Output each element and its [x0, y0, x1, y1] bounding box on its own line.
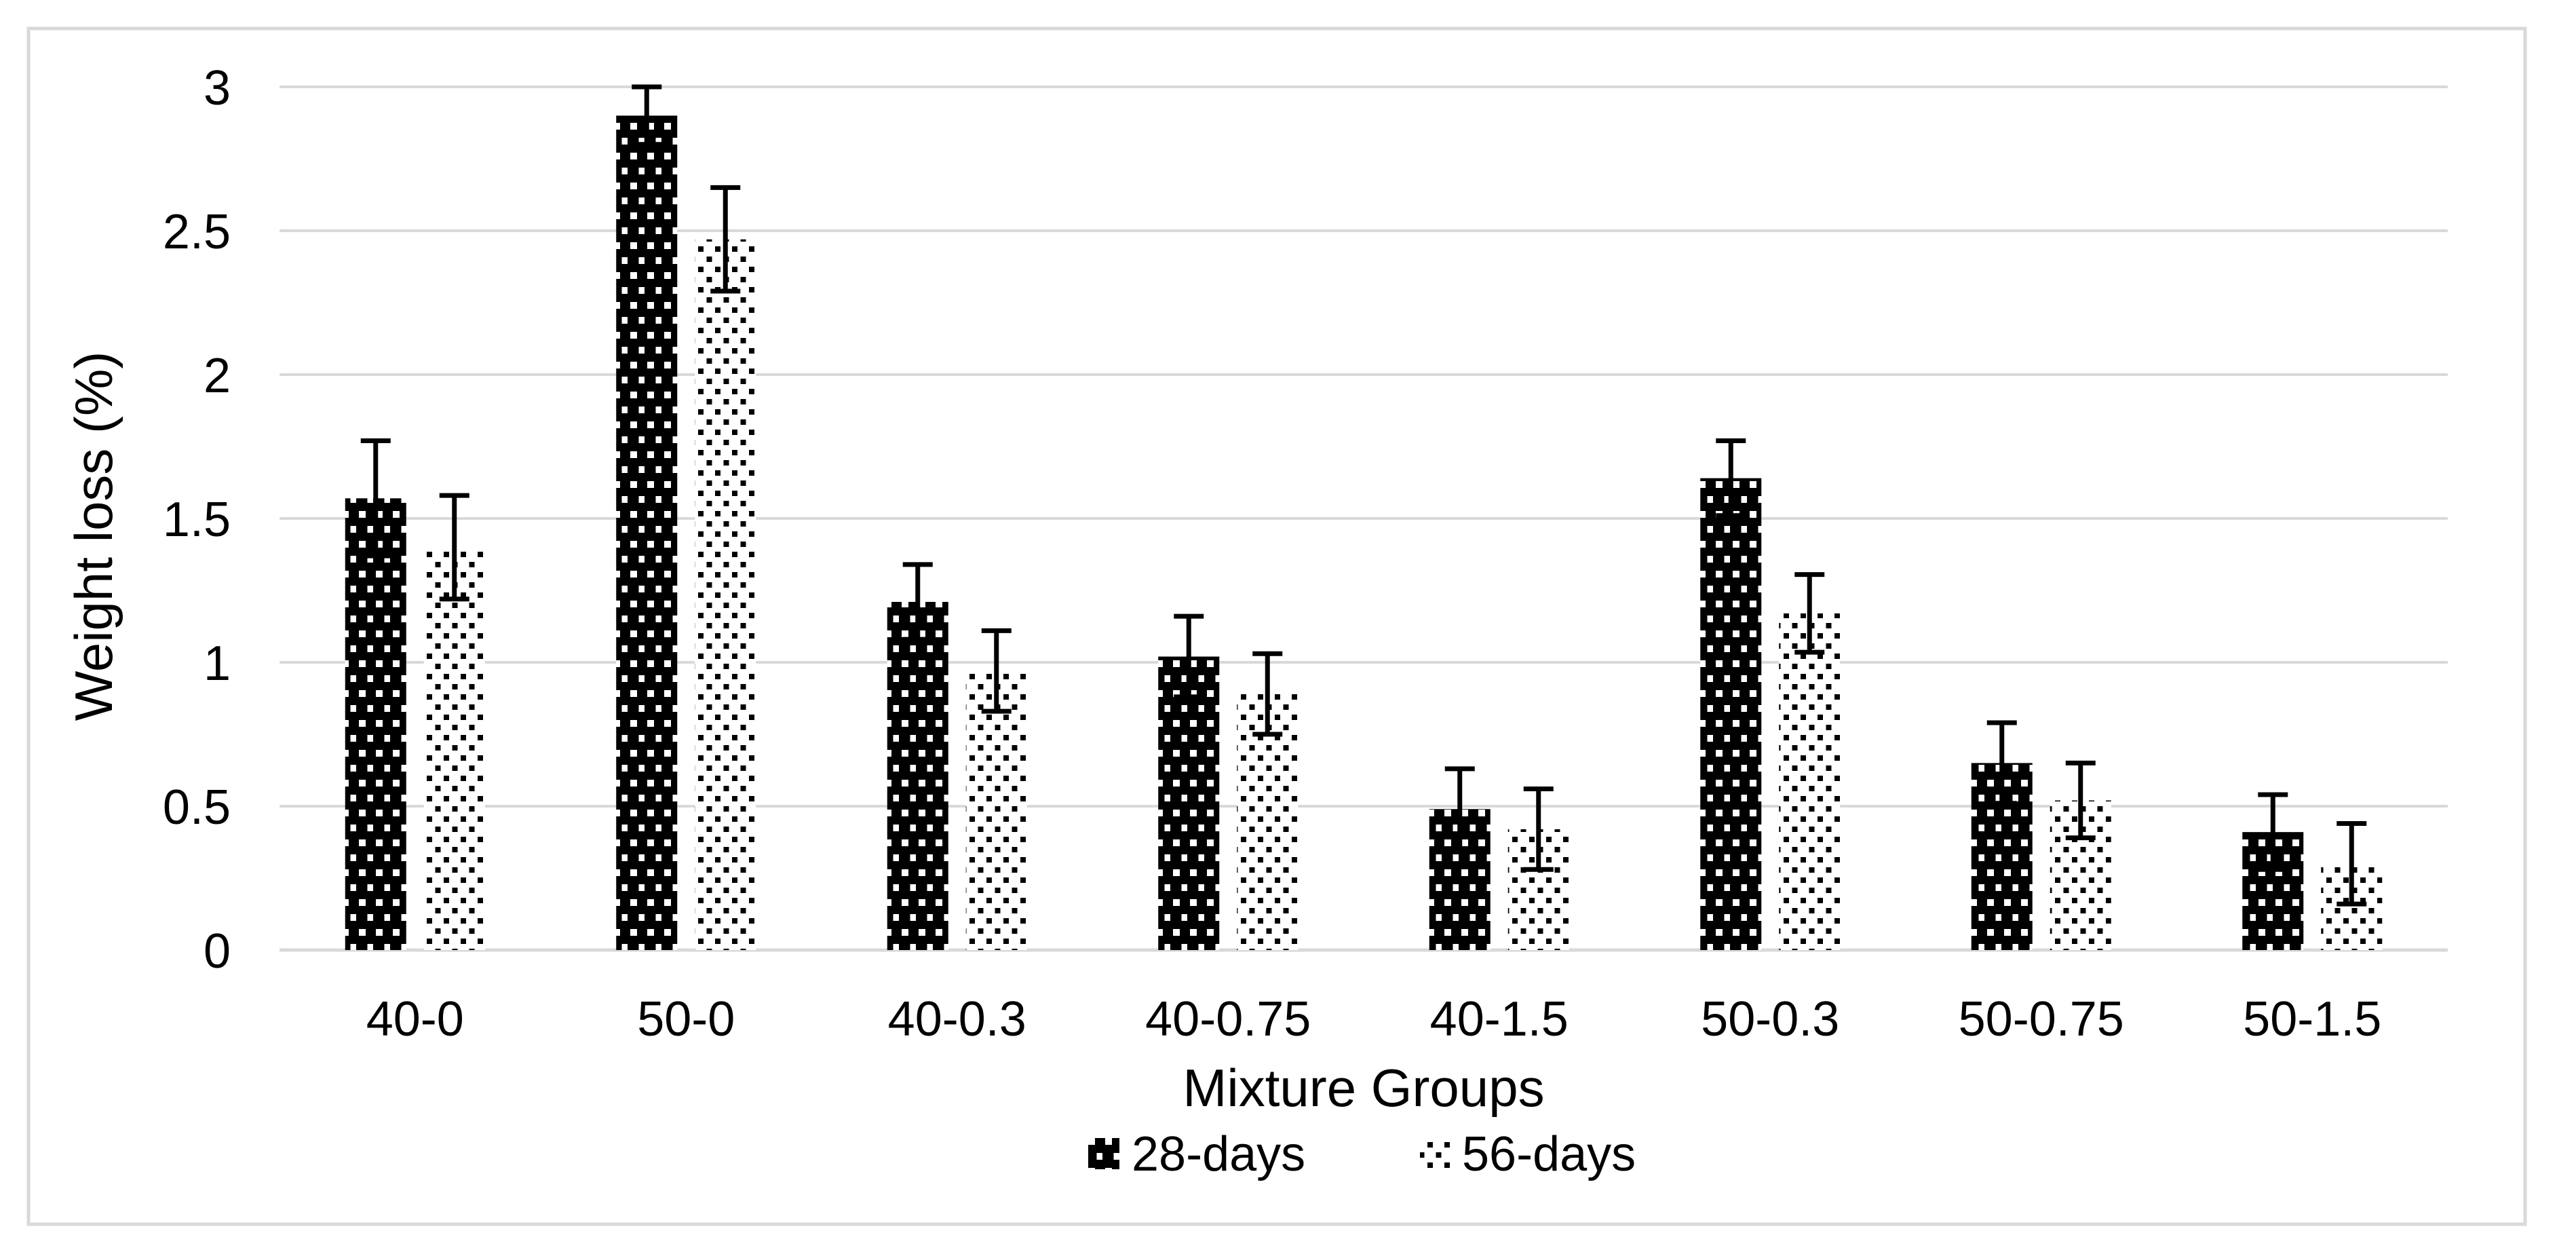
x-category-label-50-0.3: 50-0.3 [1701, 992, 1839, 1046]
error-bar-28-days-40-0.75 [1174, 613, 1204, 700]
y-tick-label-0.5: 0.5 [163, 780, 231, 835]
legend: 28-days 56-days [1088, 1127, 1636, 1181]
x-category-label-40-1.5: 40-1.5 [1430, 992, 1569, 1046]
error-bar-56-days-50-0.3 [1794, 572, 1825, 655]
y-tick-label-2: 2 [204, 349, 231, 403]
error-bar-56-days-50-0 [710, 185, 741, 294]
error-bar-28-days-40-1.5 [1444, 766, 1475, 852]
error-bar-28-days-40-0.3 [902, 562, 933, 642]
bar-56-days-40-0.75 [1237, 694, 1299, 950]
error-bars [360, 84, 2367, 907]
y-tick-label-0: 0 [204, 924, 231, 979]
bar-28-days-50-0 [616, 115, 678, 950]
error-bar-28-days-50-0.75 [1986, 720, 2017, 806]
bar-28-days-50-0.3 [1700, 478, 1762, 950]
error-bar-56-days-50-0.75 [2065, 760, 2096, 841]
y-tick-label-2.5: 2.5 [163, 205, 231, 259]
bar-28-days-40-0 [345, 498, 406, 950]
bar-56-days-50-0.3 [1779, 613, 1841, 950]
x-category-label-40-0.3: 40-0.3 [888, 992, 1026, 1046]
x-axis-title: Mixture Groups [1183, 1058, 1544, 1118]
error-bar-28-days-50-0.3 [1716, 438, 1746, 518]
error-bar-56-days-40-1.5 [1523, 787, 1554, 872]
legend-label-28-days: 28-days [1132, 1127, 1305, 1181]
y-tick-label-3: 3 [204, 61, 231, 115]
bar-56-days-40-0 [423, 547, 485, 950]
bars [345, 115, 2383, 951]
x-category-label-40-0.75: 40-0.75 [1145, 992, 1311, 1046]
error-bar-28-days-50-1.5 [2258, 792, 2288, 872]
legend-label-56-days: 56-days [1462, 1127, 1636, 1181]
y-tick-label-1: 1 [204, 637, 231, 691]
chart-frame-border [26, 26, 2527, 1226]
x-category-label-50-1.5: 50-1.5 [2243, 992, 2381, 1046]
x-category-label-40-0: 40-0 [366, 992, 464, 1046]
y-tick-label-1.5: 1.5 [163, 493, 231, 547]
error-bar-56-days-40-0 [439, 493, 469, 602]
gridlines [280, 86, 2448, 952]
x-category-label-50-0.75: 50-0.75 [1959, 992, 2124, 1046]
x-axis-category-labels: 40-0 50-0 40-0.3 40-0.75 40-1.5 50-0.3 50-0.75… [366, 992, 2382, 1046]
bar-28-days-40-0.75 [1158, 656, 1220, 950]
error-bar-56-days-40-0.75 [1252, 651, 1283, 737]
bar-56-days-40-0.3 [965, 670, 1027, 950]
error-bar-56-days-40-0.3 [981, 628, 1012, 714]
legend-swatch-56-days [1420, 1138, 1451, 1169]
bar-56-days-50-0 [695, 239, 756, 951]
error-bar-28-days-40-0 [360, 438, 391, 558]
bar-28-days-40-0.3 [887, 601, 948, 950]
y-axis-title: Weight loss (%) [64, 352, 123, 721]
y-axis-tick-labels: 0 0.5 1 1.5 2 2.5 3 [163, 61, 231, 979]
error-bar-56-days-50-1.5 [2337, 820, 2367, 907]
legend-swatch-28-days [1088, 1138, 1119, 1169]
x-category-label-50-0: 50-0 [637, 992, 735, 1046]
error-bar-28-days-50-0 [632, 84, 662, 147]
